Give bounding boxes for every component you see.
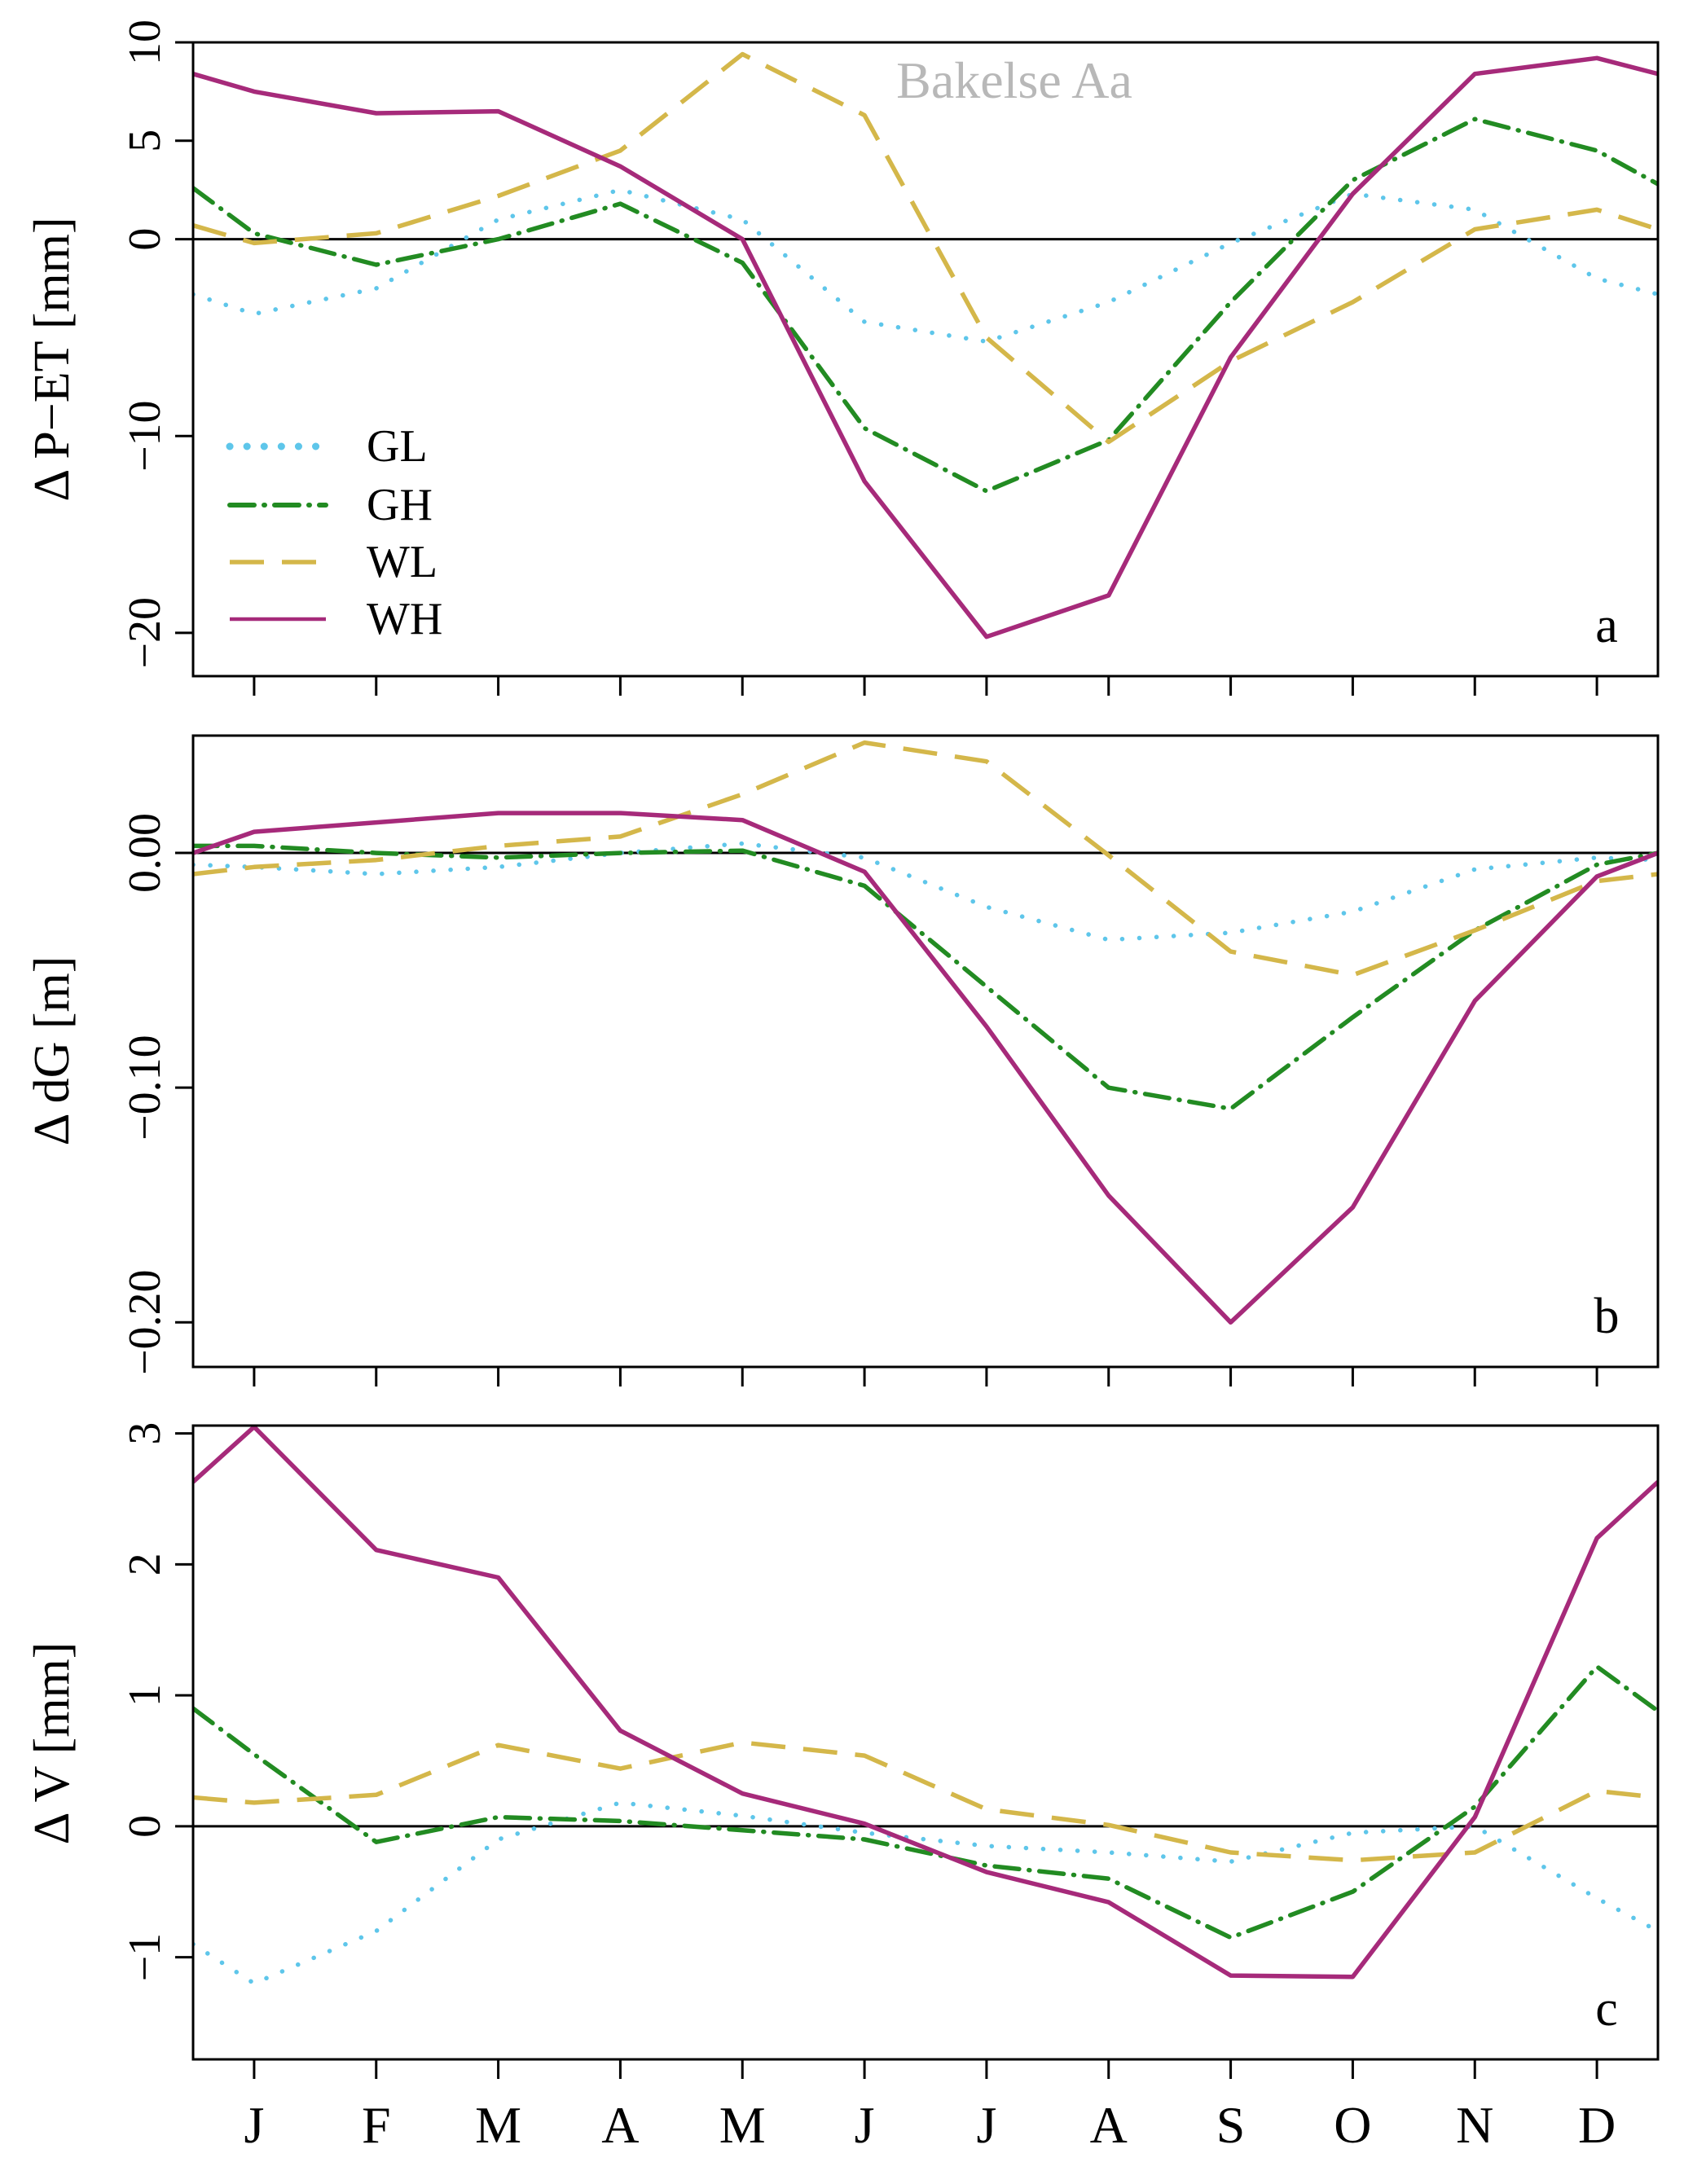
legend-label-wh: WH bbox=[367, 594, 442, 644]
legend-label-gh: GH bbox=[367, 480, 433, 530]
x-tick-label: J bbox=[244, 2096, 264, 2154]
chart-title: Bakelse Aa bbox=[896, 51, 1132, 109]
series-gh bbox=[193, 1664, 1658, 1940]
y-tick-label: 5 bbox=[120, 130, 170, 152]
series-wh bbox=[193, 811, 1658, 1325]
series-wh bbox=[193, 55, 1658, 639]
panel-label: c bbox=[1595, 1981, 1618, 2037]
y-tick-label: −1 bbox=[120, 1933, 170, 1982]
panel-a: 10 5 0 −10 −20 Δ P−ET [mm] a bbox=[24, 20, 1660, 696]
series-gl bbox=[193, 187, 1658, 345]
x-tick-label: D bbox=[1578, 2096, 1616, 2154]
panel-c: 3 2 1 0 −1 Δ V [mm] c bbox=[24, 1422, 1660, 2079]
y-tick-label: 1 bbox=[120, 1684, 170, 1707]
legend-label-gl: GL bbox=[367, 421, 428, 472]
legend: GL GH WL WH bbox=[226, 421, 442, 644]
series-gl bbox=[193, 841, 1658, 943]
x-tick-label: O bbox=[1334, 2096, 1371, 2154]
panel-label: a bbox=[1595, 598, 1618, 653]
panel-b: 0.00 −0.10 −0.20 Δ dG [m] b bbox=[24, 734, 1660, 1386]
y-tick-label: 0 bbox=[120, 1815, 170, 1838]
y-axis-label: Δ P−ET [mm] bbox=[24, 217, 80, 501]
plot-frame bbox=[191, 41, 1660, 678]
x-tick-label: M bbox=[475, 2096, 521, 2154]
y-axis-label: Δ dG [m] bbox=[24, 956, 80, 1146]
plot-frame bbox=[191, 734, 1660, 1369]
panel-label: b bbox=[1594, 1289, 1620, 1344]
series-gh bbox=[193, 116, 1658, 494]
y-tick-label: 0.00 bbox=[120, 813, 170, 893]
x-tick-label: J bbox=[855, 2096, 875, 2154]
series-gh bbox=[193, 843, 1658, 1111]
series-wl bbox=[193, 51, 1658, 445]
legend-label-wl: WL bbox=[367, 537, 437, 587]
y-tick-label: 3 bbox=[120, 1422, 170, 1445]
x-tick-label: A bbox=[601, 2096, 639, 2154]
y-axis-label: Δ V [mm] bbox=[24, 1642, 80, 1845]
y-tick-label: −0.10 bbox=[120, 1035, 170, 1140]
x-tick-label: J bbox=[976, 2096, 996, 2154]
y-tick-label: 10 bbox=[120, 20, 170, 65]
series-wl bbox=[193, 1740, 1658, 1863]
y-tick-label: −10 bbox=[120, 400, 170, 472]
x-tick-label: M bbox=[719, 2096, 766, 2154]
series-wl bbox=[193, 740, 1658, 978]
x-tick-label: F bbox=[362, 2096, 391, 2154]
y-tick-label: −20 bbox=[120, 597, 170, 669]
series-wh bbox=[193, 1426, 1658, 1980]
x-tick-label: A bbox=[1090, 2096, 1128, 2154]
y-tick-label: −0.20 bbox=[120, 1269, 170, 1375]
plot-frame bbox=[191, 1424, 1660, 2061]
y-tick-label: 0 bbox=[120, 228, 170, 251]
y-tick-label: 2 bbox=[120, 1553, 170, 1575]
x-tick-label: N bbox=[1456, 2096, 1493, 2154]
x-tick-label: S bbox=[1216, 2096, 1246, 2154]
series-gl bbox=[193, 1800, 1658, 1986]
